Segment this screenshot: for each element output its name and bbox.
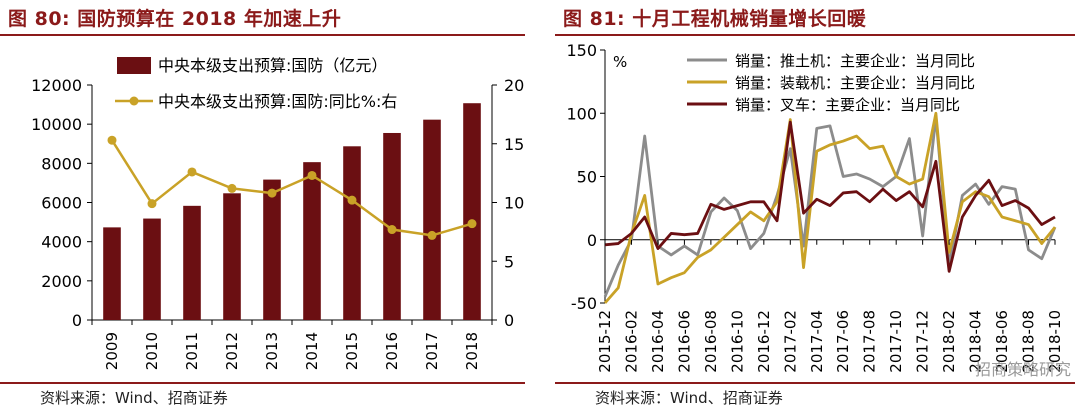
y-tick-label: -50 <box>571 294 597 313</box>
x-tick-label: 2014 <box>303 332 321 370</box>
x-tick-label: 2017-12 <box>914 310 932 373</box>
x-tick-label: 2015-12 <box>596 310 614 373</box>
x-tick-label: 2017-06 <box>834 310 852 373</box>
y-tick-label-right: 0 <box>504 311 514 330</box>
x-tick-label: 2017 <box>423 332 441 370</box>
legend-label: 销量：推土机：主要企业：当月同比 <box>735 52 975 70</box>
y-tick-label-left: 8000 <box>41 154 82 173</box>
yoy-point <box>467 219 477 229</box>
chart-title: 图 80: 国防预算在 2018 年加速上升 <box>8 8 342 30</box>
y-tick-label-right: 5 <box>504 252 514 271</box>
x-tick-label: 2011 <box>183 332 201 370</box>
x-tick-label: 2016-12 <box>755 310 773 373</box>
source-note: 资料来源：Wind、招商证券 <box>595 389 783 407</box>
y-tick-label-right: 15 <box>504 135 524 154</box>
x-tick-label: 2018-10 <box>1046 310 1064 373</box>
y-tick-label: 150 <box>566 41 597 60</box>
bar <box>303 162 321 320</box>
bar <box>343 146 361 320</box>
x-tick-label: 2016-02 <box>622 310 640 373</box>
y-tick-label: 100 <box>566 104 597 123</box>
legend-swatch-marker <box>129 96 139 106</box>
y-tick-label-left: 0 <box>72 311 82 330</box>
yoy-point <box>187 167 197 177</box>
title-rule <box>0 34 525 36</box>
bar <box>103 227 121 320</box>
y-tick-label: 50 <box>577 168 597 187</box>
x-tick-label: 2017-10 <box>887 310 905 373</box>
yoy-point <box>107 135 117 145</box>
legend-label: 销量：叉车：主要企业：当月同比 <box>735 96 960 114</box>
x-tick-label: 2017-02 <box>781 310 799 373</box>
bar <box>223 193 241 320</box>
y-tick-label-left: 6000 <box>41 194 82 213</box>
x-tick-label: 2017-08 <box>861 310 879 373</box>
x-tick-label: 2018-06 <box>993 310 1011 373</box>
yoy-point <box>227 183 237 193</box>
x-tick-label: 2018 <box>463 332 481 370</box>
bar <box>183 205 201 320</box>
y-tick-label-left: 10000 <box>31 115 82 134</box>
x-tick-label: 2018-02 <box>940 310 958 373</box>
yoy-point <box>387 225 397 235</box>
yoy-line <box>110 139 473 237</box>
source-rule <box>555 382 1075 384</box>
yoy-point <box>347 195 357 205</box>
x-tick-label: 2018-08 <box>1020 310 1038 373</box>
bar <box>263 179 281 320</box>
source-rule <box>0 382 525 384</box>
title-rule <box>555 34 1075 36</box>
legend-label: 销量：装载机：主要企业：当月同比 <box>735 74 975 92</box>
x-tick-label: 2009 <box>103 332 121 370</box>
x-tick-label: 2016-06 <box>675 310 693 373</box>
legend-swatch-bar <box>117 57 151 74</box>
x-tick-label: 2017-04 <box>808 310 826 373</box>
y-tick-label-left: 4000 <box>41 233 82 252</box>
y-tick-label: 0 <box>587 231 597 250</box>
yoy-point <box>307 170 317 180</box>
x-tick-label: 2016-04 <box>649 310 667 373</box>
x-tick-label: 2012 <box>223 332 241 370</box>
machinery-sales-chart: -50 0 50 100 150% 2015-12 2016-02 2016-04 2016-0… <box>566 41 1064 373</box>
defense-budget-chart: 0 2000 4000 6000 8000 10000 12000 0 5 10 15 20 2009 2… <box>31 56 524 370</box>
legend-label-line: 中央本级支出预算:国防:同比%:右 <box>158 92 397 111</box>
y-tick-label-right: 10 <box>504 194 524 213</box>
yoy-point <box>427 230 437 240</box>
y-tick-label-left: 12000 <box>31 76 82 95</box>
bar <box>423 119 441 320</box>
bar <box>143 218 161 320</box>
source-note: 资料来源：Wind、招商证券 <box>40 389 228 407</box>
x-tick-label: 2016-08 <box>702 310 720 373</box>
watermark: 招商策略研究 <box>974 360 1071 379</box>
left-chart-panel: 图 80: 国防预算在 2018 年加速上升 0 2000 4000 6000 8000… <box>0 0 525 419</box>
legend-label-bar: 中央本级支出预算:国防（亿元） <box>158 56 387 75</box>
series-line-2 <box>603 111 1057 304</box>
right-chart-panel: 图 81: 十月工程机械销量增长回暖 -50 0 50 100 150% 2015-12 2… <box>555 0 1075 419</box>
x-tick-label: 2016-10 <box>728 310 746 373</box>
series-line-3 <box>604 120 1056 273</box>
chart-title: 图 81: 十月工程机械销量增长回暖 <box>563 8 867 30</box>
y-tick-label-right: 20 <box>504 76 524 95</box>
yoy-point <box>147 199 157 209</box>
x-tick-label: 2016 <box>383 332 401 370</box>
x-tick-label: 2010 <box>143 332 161 370</box>
x-tick-label: 2013 <box>263 332 281 370</box>
x-tick-label: 2015 <box>343 332 361 370</box>
y-unit-label: % <box>613 53 627 71</box>
x-tick-label: 2018-04 <box>967 310 985 373</box>
yoy-point <box>267 188 277 198</box>
bar <box>463 103 481 321</box>
y-tick-label-left: 2000 <box>41 272 82 291</box>
